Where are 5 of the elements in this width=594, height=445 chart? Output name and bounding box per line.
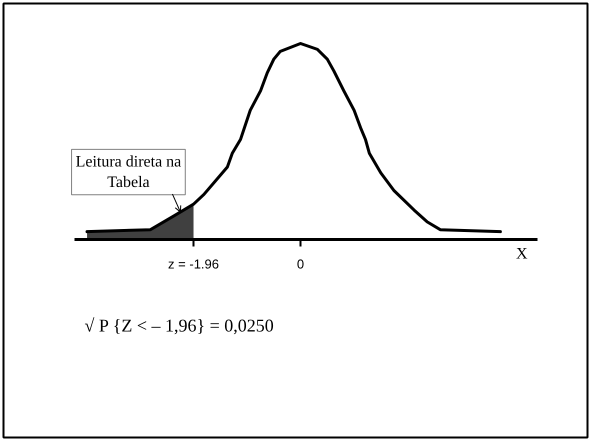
text: √ P {Z < – 1,96} = 0,0250 — [84, 316, 274, 336]
x-tick-label: z = -1.96 — [168, 256, 220, 272]
x-tick-label: 0 — [296, 256, 304, 272]
x-axis-title: X — [516, 246, 528, 262]
annotation: Leitura direta na Tabela — [76, 153, 182, 191]
